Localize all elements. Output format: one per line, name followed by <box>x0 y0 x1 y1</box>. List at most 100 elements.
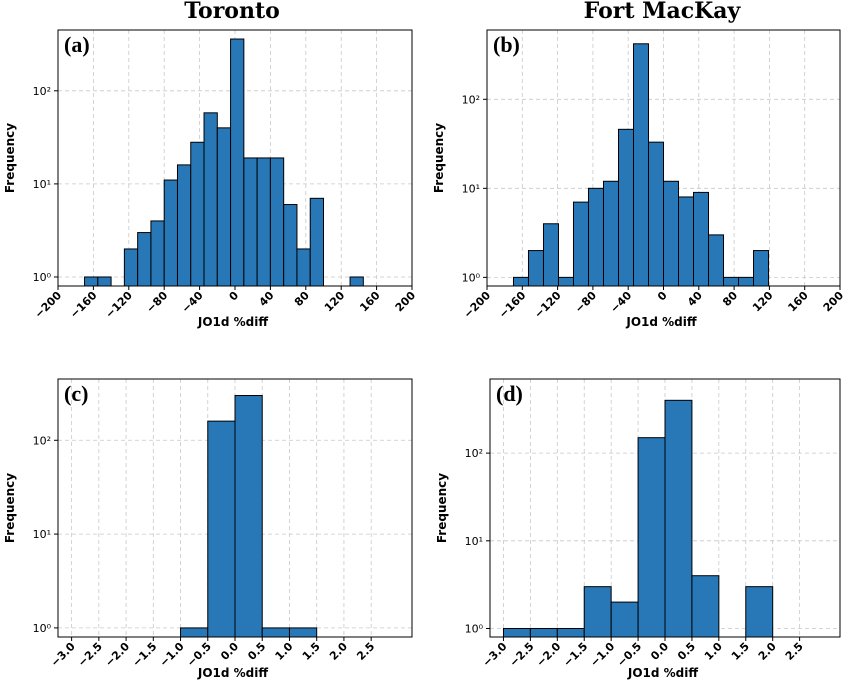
x-tick-label: 0.5 <box>675 640 698 663</box>
x-tick-label: 120 <box>750 289 776 315</box>
y-tick-label: 10² <box>465 447 483 460</box>
x-tick-label: −0.5 <box>615 640 644 669</box>
x-tick-label: −160 <box>68 289 100 321</box>
x-tick-label: 1.5 <box>729 640 752 663</box>
panel-label: (d) <box>496 381 523 406</box>
x-tick-label: 2.0 <box>327 640 350 663</box>
histogram-bar <box>283 204 298 287</box>
histogram-bar <box>738 276 755 287</box>
y-tick-label: 10² <box>462 93 480 106</box>
x-tick-label: 200 <box>393 289 419 315</box>
x-tick-label: −80 <box>572 289 599 316</box>
y-tick-label: 10¹ <box>465 535 483 548</box>
histogram-bar <box>557 276 574 287</box>
histogram-bar <box>137 232 152 287</box>
panel-c-toronto-histogram: −3.0−2.5−2.0−1.5−1.0−0.5 0.0 0.5 1.0 1.5 2.0 2… <box>3 378 413 680</box>
x-axis-label: JO1d %diff <box>627 666 699 680</box>
x-tick-label: −2.5 <box>75 640 104 669</box>
x-tick-label: 80 <box>292 289 312 309</box>
histogram-bar <box>176 164 192 287</box>
histogram-bar <box>583 586 612 638</box>
y-tick-label: 10¹ <box>462 182 480 195</box>
histogram-bar <box>349 276 364 287</box>
histogram-bar <box>632 43 649 287</box>
x-tick-label: −2.0 <box>103 640 133 670</box>
histogram-bar <box>617 128 634 287</box>
x-tick-label: −120 <box>532 289 564 321</box>
histogram-bar <box>693 191 710 287</box>
histogram-bar <box>723 276 740 287</box>
histogram-bar <box>527 250 544 287</box>
y-tick-label: 10⁰ <box>33 622 52 635</box>
x-tick-label: 160 <box>357 289 383 315</box>
histogram-bar <box>502 628 531 638</box>
x-tick-label: 40 <box>257 289 277 309</box>
histogram-bar <box>647 141 664 287</box>
x-tick-label: −1.0 <box>588 640 618 670</box>
histogram-bar <box>512 276 529 287</box>
x-tick-label: −1.0 <box>157 640 187 670</box>
x-tick-label: 0.5 <box>245 640 268 663</box>
histogram-bar <box>207 420 236 638</box>
y-axis-label: Frequency <box>432 123 446 193</box>
x-tick-label: 1.5 <box>300 640 323 663</box>
histogram-bar <box>572 201 589 287</box>
x-tick-label: 80 <box>720 289 740 309</box>
histogram-bar <box>691 575 720 638</box>
x-tick-label: −1.5 <box>130 640 159 669</box>
x-tick-label: 2.5 <box>354 640 377 663</box>
panel-a-toronto-histogram: −200 −160 −120 −80 −40 0 40 80 120 160 200 10⁰ 10¹ 10… <box>3 29 419 329</box>
x-tick-label: 120 <box>322 289 348 315</box>
x-tick-label: −40 <box>179 289 206 316</box>
x-tick-label: −2.5 <box>507 640 536 669</box>
x-tick-label: −200 <box>32 289 64 321</box>
y-tick-label: 10¹ <box>33 178 51 191</box>
x-tick-label: 0.0 <box>218 640 241 663</box>
histogram-bar <box>190 141 205 287</box>
histogram-bar <box>753 250 770 287</box>
y-tick-label: 10⁰ <box>33 271 52 284</box>
x-axis-label: JO1d %diff <box>625 315 697 329</box>
histogram-bar <box>664 399 693 638</box>
histogram-bar <box>288 627 318 638</box>
x-tick-label: 2.0 <box>756 640 779 663</box>
x-tick-label: 0 <box>227 289 242 304</box>
y-axis-label: Frequency <box>3 123 17 193</box>
y-tick-label: 10² <box>33 85 51 98</box>
histogram-bar <box>556 628 585 638</box>
y-axis-label: Frequency <box>3 473 17 543</box>
y-tick-label: 10⁰ <box>465 623 484 636</box>
x-tick-label: −120 <box>103 289 135 321</box>
panel-label: (b) <box>493 32 520 57</box>
x-tick-label: 1.0 <box>273 640 296 663</box>
histogram-bar <box>180 627 209 638</box>
histogram-bar <box>610 601 639 638</box>
x-tick-label: −0.5 <box>184 640 213 669</box>
x-tick-label: −40 <box>608 289 635 316</box>
panel-b-fortmackay-histogram: −200 −160 −120 −80 −40 0 40 80 120 160 200 10⁰ 10¹ 10… <box>432 29 846 329</box>
histogram-bar <box>637 437 666 638</box>
x-tick-label: 2.5 <box>783 640 806 663</box>
x-tick-label: 40 <box>685 289 705 309</box>
x-tick-label: −160 <box>496 289 528 321</box>
x-tick-label: 160 <box>785 289 811 315</box>
histogram-bar <box>708 234 725 287</box>
x-tick-label: 0.0 <box>648 640 671 663</box>
histogram-bar <box>123 248 139 287</box>
histogram-bar <box>84 276 99 287</box>
histogram-bar <box>602 180 619 287</box>
histogram-bar <box>97 276 112 287</box>
histogram-bar <box>745 586 774 638</box>
histogram-bar <box>269 157 285 287</box>
histogram-bar <box>678 196 695 287</box>
x-tick-label: 1.0 <box>702 640 725 663</box>
x-tick-label: −2.0 <box>534 640 564 670</box>
y-tick-label: 10⁰ <box>462 271 481 284</box>
panel-d-fortmackay-histogram: −3.0−2.5−2.0−1.5−1.0−0.5 0.0 0.5 1.0 1.5 2.0 2… <box>435 378 841 680</box>
x-tick-label: −1.5 <box>561 640 590 669</box>
histogram-bar <box>230 38 245 287</box>
panel-label: (c) <box>64 381 88 406</box>
x-tick-label: −3.0 <box>480 640 510 670</box>
histogram-bar <box>234 395 263 638</box>
x-axis-label: JO1d %diff <box>197 315 269 329</box>
